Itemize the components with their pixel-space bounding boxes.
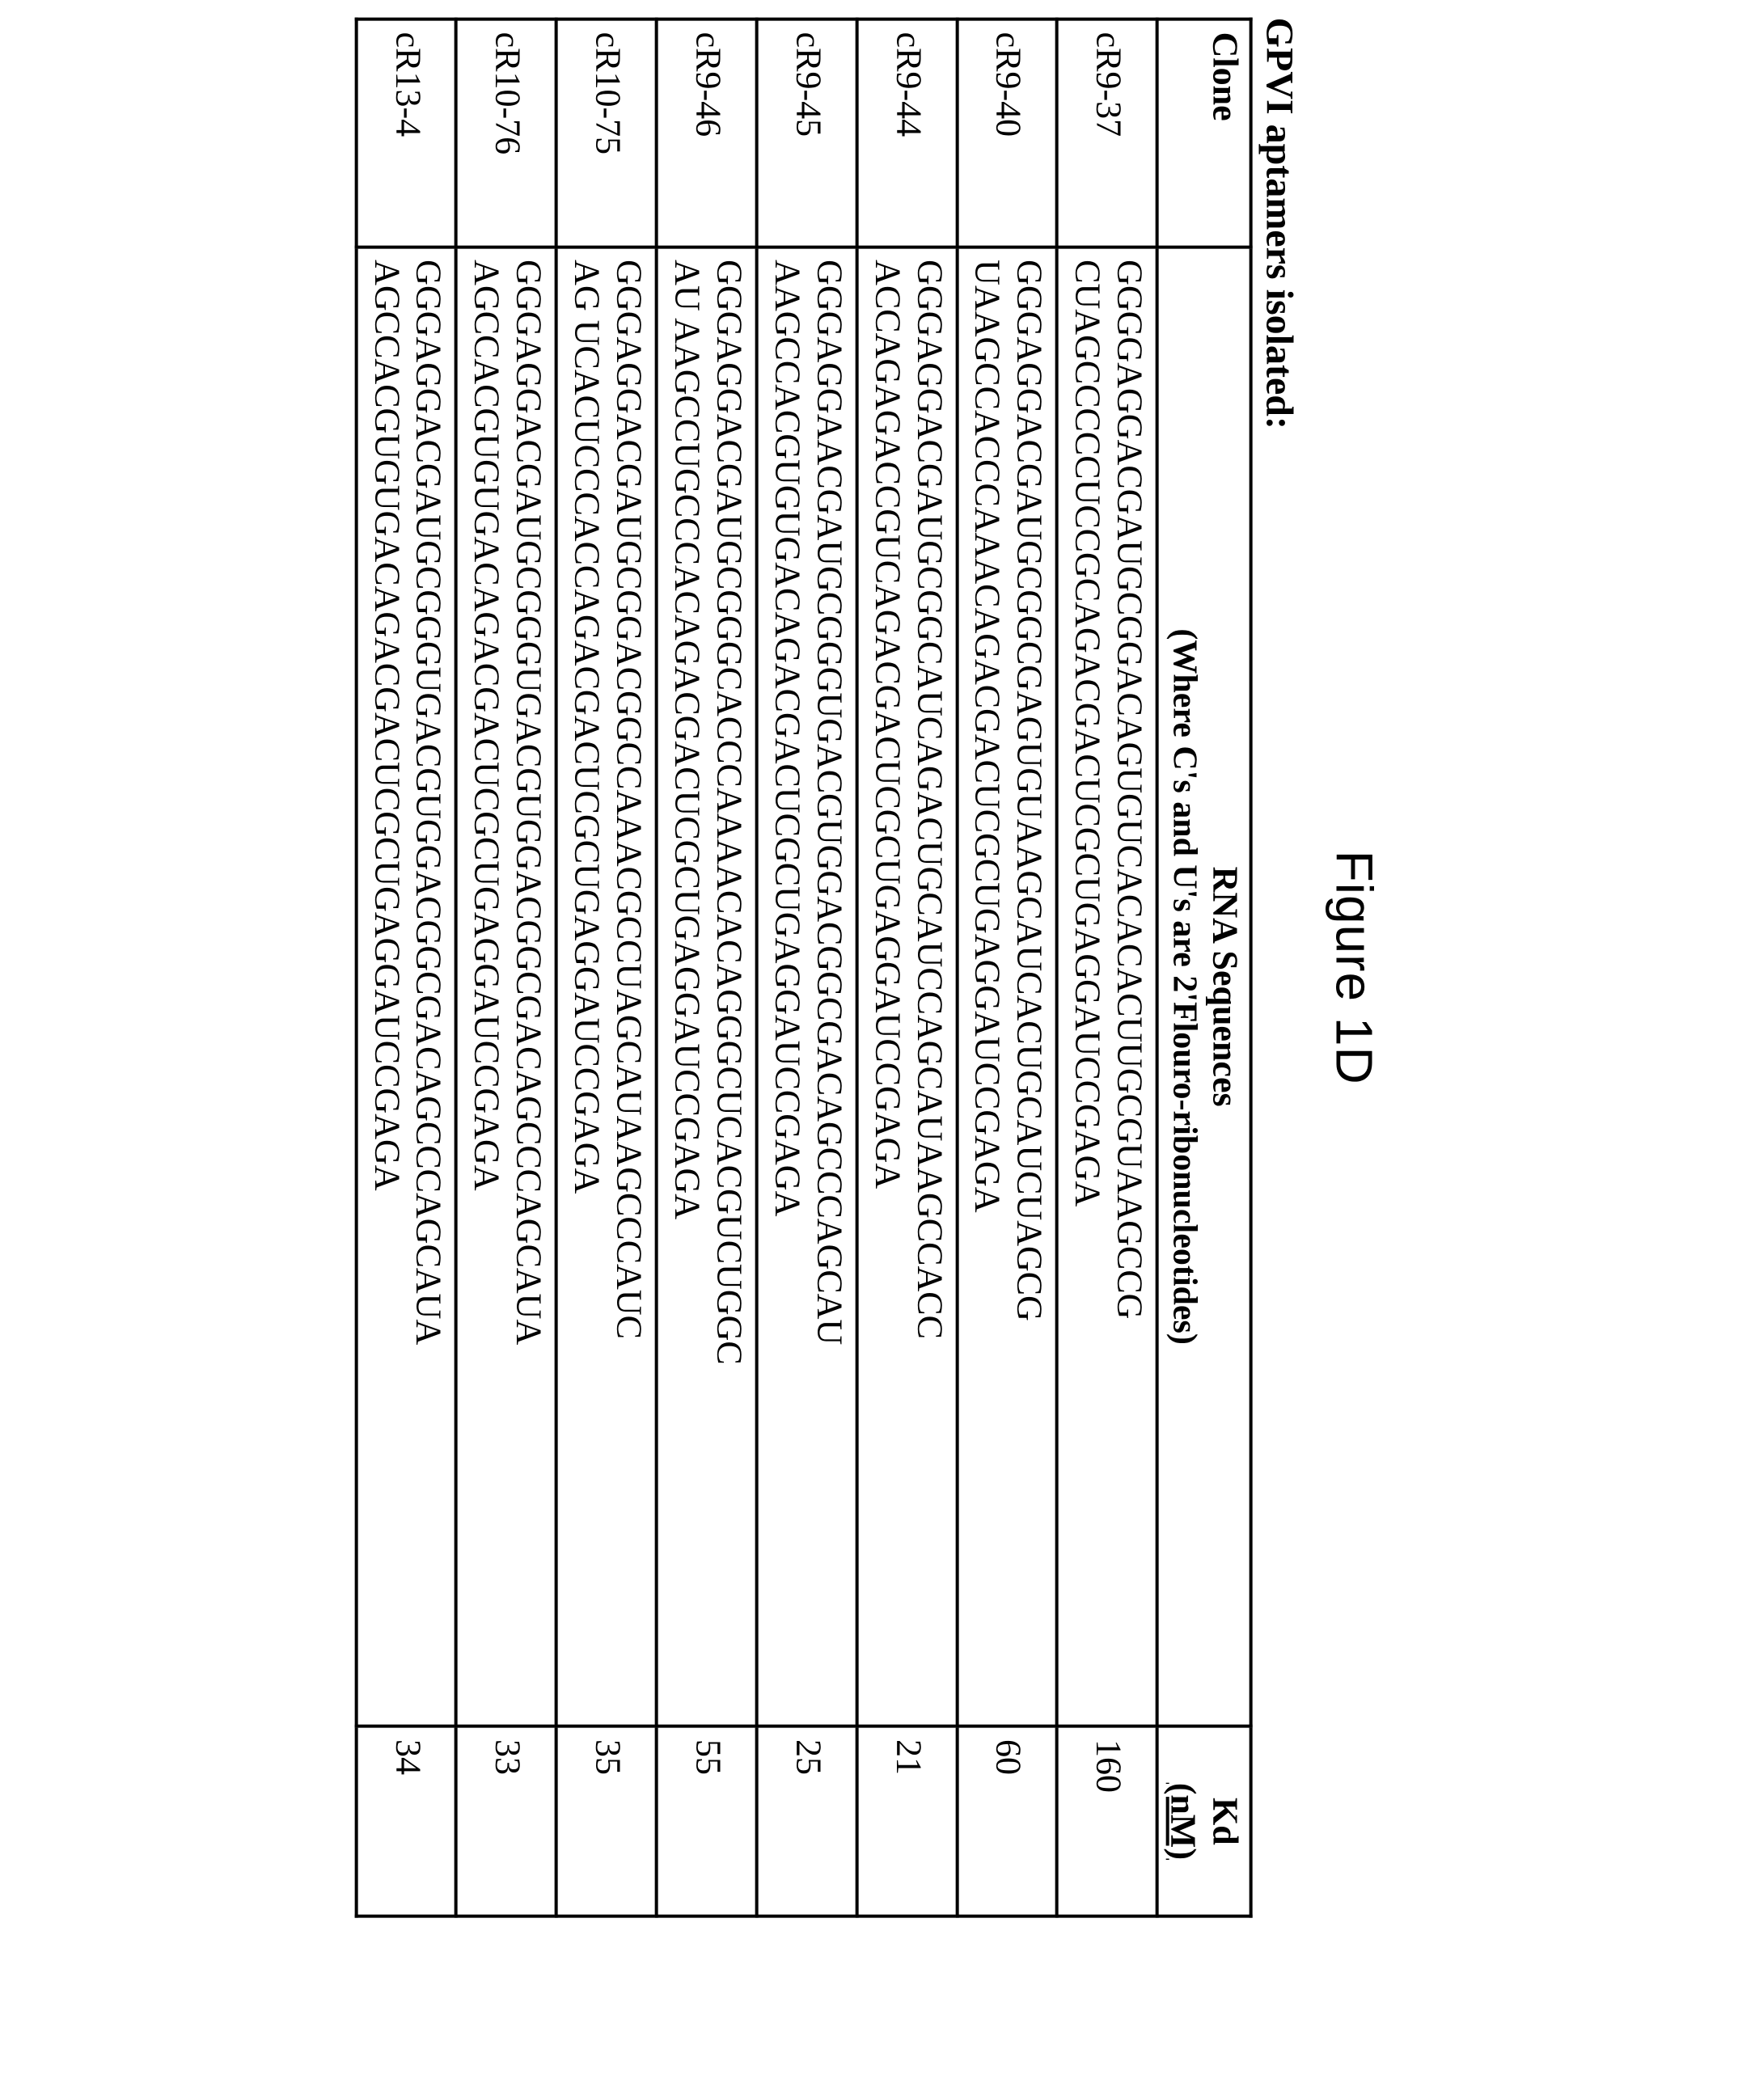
- sequence-cell: GGGAGGACGAUGCGGCAUCAGACUGCAUCCAGCAUAAGCC…: [856, 247, 957, 1726]
- table-header-row: Clone RNA Sequences (Where C's and U's a…: [1157, 19, 1250, 1916]
- kd-header-main: Kd: [1203, 1739, 1245, 1904]
- figure-title: Figure 1D: [1324, 18, 1384, 1918]
- kd-cell: 55: [656, 1726, 756, 1916]
- clone-cell: cR13-4: [356, 19, 456, 247]
- table-row: cR9-46 GGGAGGACGAUGCGGGCACCCAAAACACAGGGCU…: [656, 19, 756, 1916]
- kd-cell: 34: [356, 1726, 456, 1916]
- kd-cell: 160: [1057, 1726, 1157, 1916]
- kd-cell: 33: [456, 1726, 556, 1916]
- sequence-line: GGGAGGACGAUGCGGGUGACGUGGACGGCGACAGCCCAGC…: [508, 260, 550, 1713]
- sequence-line: AU AAGCCUGCCCACAGACGACUCGCUGAGGAUCCGAGA: [666, 260, 708, 1713]
- sequence-line: GGGAGGACGAUGCGGCAUCAGACUGCAUCCAGCAUAAGCC…: [908, 260, 950, 1713]
- table-row: cR13-4 GGGAGGACGAUGCGGGUGACGUGGACGGCGACAG…: [356, 19, 456, 1916]
- sequence-line: GGGAGGACGAUGCGGCGAGUGUAAGCAUCACUGCAUCUAG…: [1009, 260, 1051, 1713]
- sequence-line: UAAGCCACCCAAACAGACGACUCGCUGAGGAUCCGAGA: [966, 260, 1009, 1713]
- clone-cell: cR10-76: [456, 19, 556, 247]
- kd-cell: 21: [856, 1726, 957, 1916]
- clone-cell: cR9-46: [656, 19, 756, 247]
- clone-cell: cR9-44: [856, 19, 957, 247]
- sequence-line: ACCAGAGACCGUCAGACGACUCGCUGAGGAUCCGAGA: [866, 260, 908, 1713]
- table-caption: GPVI aptamers isolated:: [1257, 18, 1301, 1918]
- table-row: cR10-75 GGGAGGACGAUGCGGACGGCCAAACGCCUAGCA…: [556, 19, 656, 1916]
- sequence-cell: GGGAGGAACGAUGCGGGUGACGUGGACGGCGACAGCCCAG…: [756, 247, 856, 1726]
- col-header-clone: Clone: [1157, 19, 1250, 247]
- clone-cell: cR9-37: [1057, 19, 1157, 247]
- seq-header-sub: (Where C's and U's are 2'Flouro-ribonucl…: [1164, 260, 1204, 1713]
- table-row: cR9-37 GGGGAGGACGAUGCGGACAGUGUCACACACUUGC…: [1057, 19, 1157, 1916]
- sequence-line: AAGCCACGUGUGACAGACGACUCGCUGAGGAUCCGAGA: [766, 260, 808, 1713]
- sequence-line: GGGAGGACGAUGCGGGUGACGUGGACGGCGACAGCCCAGC…: [408, 260, 450, 1713]
- sequence-line: GGGGAGGACGAUGCGGACAGUGUCACACACUUGCGUAAGC…: [1108, 260, 1150, 1713]
- table-row: cR10-76 GGGAGGACGAUGCGGGUGACGUGGACGGCGACA…: [456, 19, 556, 1916]
- col-header-kd: Kd (nM): [1157, 1726, 1250, 1916]
- sequence-cell: GGGAGGACGAUGCGGGUGACGUGGACGGCGACAGCCCAGC…: [456, 247, 556, 1726]
- kd-cell: 35: [556, 1726, 656, 1916]
- col-header-sequence: RNA Sequences (Where C's and U's are 2'F…: [1157, 247, 1250, 1726]
- table-row: cR9-45 GGGAGGAACGAUGCGGGUGACGUGGACGGCGACA…: [756, 19, 856, 1916]
- clone-cell: cR9-45: [756, 19, 856, 247]
- clone-cell: cR9-40: [957, 19, 1057, 247]
- sequence-line: AG UCACUCCCACCAGACGACUCGCUGAGGAUCCGAGA: [565, 260, 607, 1713]
- sequence-line: AGCCACGUGUGACAGACGACUCGCUGAGGAUCCGAGA: [466, 260, 508, 1713]
- kd-cell: 60: [957, 1726, 1057, 1916]
- kd-header-unit: (nM): [1161, 1739, 1203, 1904]
- figure-page: Figure 1D GPVI aptamers isolated: Clone …: [354, 18, 1384, 1918]
- sequence-line: AGCCACGUGUGACAGACGACUCGCUGAGGAUCCGAGA: [366, 260, 408, 1713]
- sequence-line: GGGAGGACGAUGCGGACGGCCAAACGCCUAGCAUAAGCCC…: [607, 260, 649, 1713]
- kd-cell: 25: [756, 1726, 856, 1916]
- sequence-cell: GGGAGGACGAUGCGGGUGACGUGGACGGCGACAGCCCAGC…: [356, 247, 456, 1726]
- sequence-cell: GGGAGGACGAUGCGGACGGCCAAACGCCUAGCAUAAGCCC…: [556, 247, 656, 1726]
- sequence-cell: GGGAGGACGAUGCGGGCACCCAAAACACAGGGCUCACGUC…: [656, 247, 756, 1726]
- sequence-line: CUAGCCCCCUCCGCAGACGACUCGCUGAGGAUCCGAGA: [1067, 260, 1109, 1713]
- sequence-line: GGGAGGACGAUGCGGGCACCCAAAACACAGGGCUCACGUC…: [708, 260, 750, 1713]
- sequence-cell: GGGGAGGACGAUGCGGACAGUGUCACACACUUGCGUAAGC…: [1057, 247, 1157, 1726]
- seq-header-main: RNA Sequences: [1203, 260, 1245, 1713]
- sequence-line: GGGAGGAACGAUGCGGGUGACGUGGACGGCGACAGCCCAG…: [808, 260, 850, 1713]
- clone-cell: cR10-75: [556, 19, 656, 247]
- aptamer-table: Clone RNA Sequences (Where C's and U's a…: [354, 18, 1252, 1918]
- sequence-cell: GGGAGGACGAUGCGGCGAGUGUAAGCAUCACUGCAUCUAG…: [957, 247, 1057, 1726]
- table-row: cR9-44 GGGAGGACGAUGCGGCAUCAGACUGCAUCCAGCA…: [856, 19, 957, 1916]
- table-row: cR9-40 GGGAGGACGAUGCGGCGAGUGUAAGCAUCACUGC…: [957, 19, 1057, 1916]
